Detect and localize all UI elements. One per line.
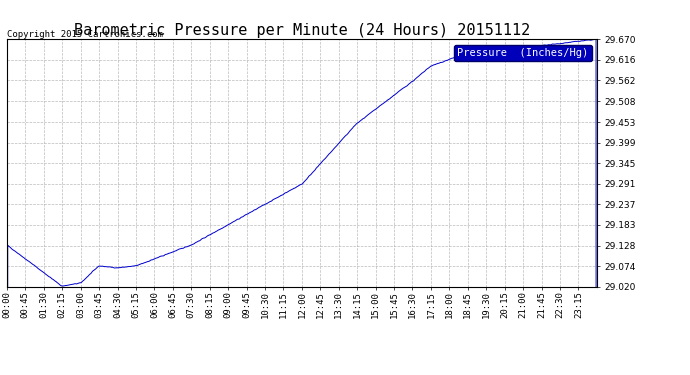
Title: Barometric Pressure per Minute (24 Hours) 20151112: Barometric Pressure per Minute (24 Hours… [74,23,530,38]
Legend: Pressure  (Inches/Hg): Pressure (Inches/Hg) [454,45,591,61]
Text: Copyright 2015 Cartronics.com: Copyright 2015 Cartronics.com [8,30,164,39]
